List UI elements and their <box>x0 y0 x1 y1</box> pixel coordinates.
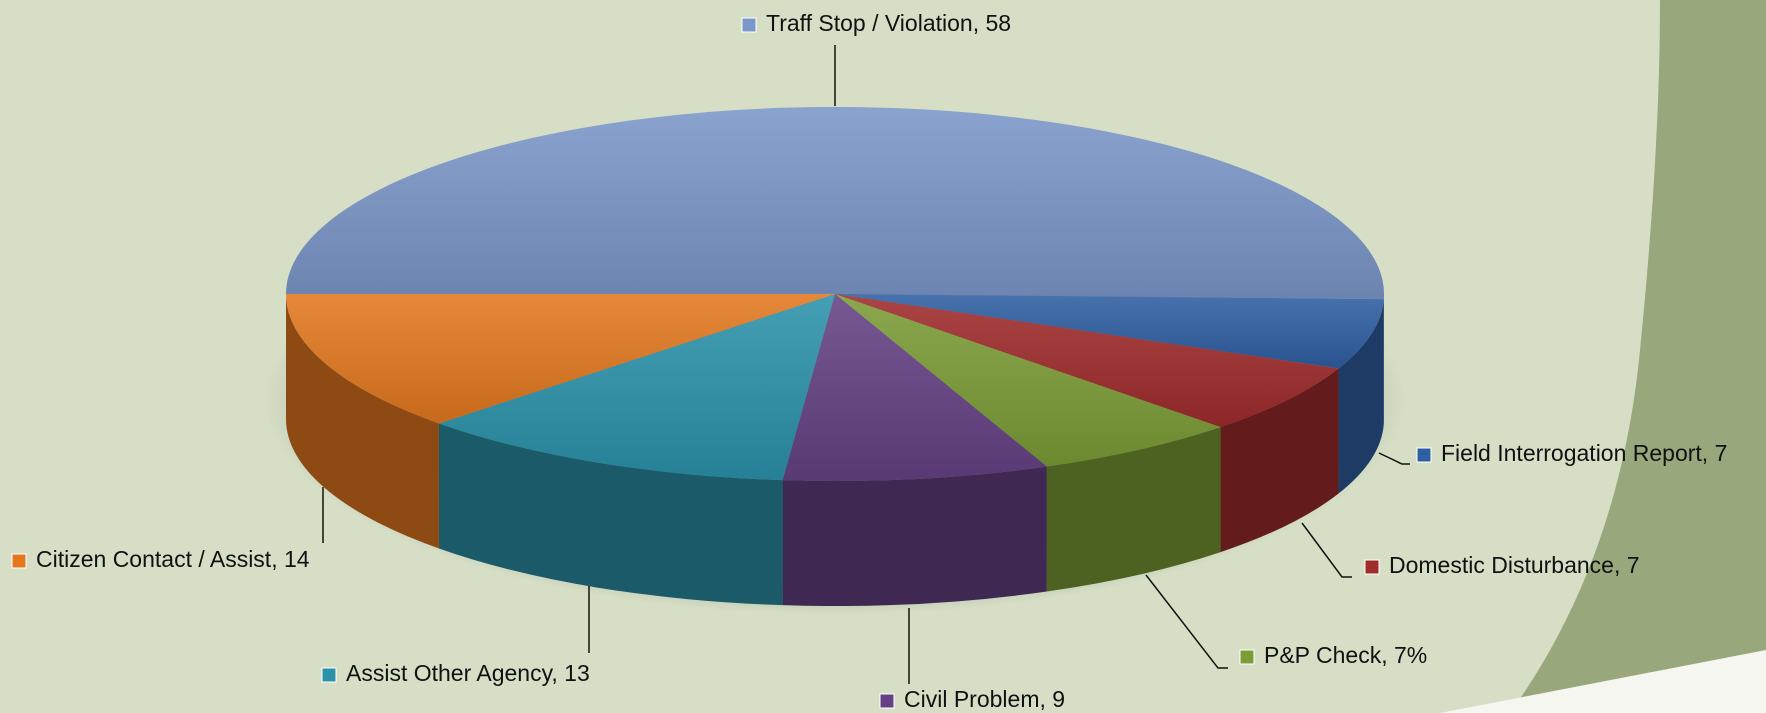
leader-line <box>1145 574 1228 669</box>
slice-sheen <box>782 294 1047 482</box>
label-marker <box>1364 559 1380 575</box>
label-marker <box>321 667 337 683</box>
label-marker <box>741 17 757 33</box>
slice-side <box>286 294 439 549</box>
leader-line <box>1301 522 1352 578</box>
data-label: P&P Check, 7% <box>1264 642 1427 668</box>
decor-band <box>1510 0 1766 713</box>
slice-sheen <box>835 294 1339 428</box>
slice-sheen <box>286 107 1384 300</box>
label-marker <box>1416 447 1432 463</box>
slice-side <box>1338 299 1384 494</box>
slice-sheen <box>438 294 835 481</box>
slice-sheen <box>835 294 1384 369</box>
label-marker <box>879 693 895 709</box>
label-marker <box>1239 649 1255 665</box>
slice-side <box>1220 368 1339 553</box>
decor-band-light <box>1440 650 1766 713</box>
label-marker <box>11 553 27 569</box>
slice-side <box>438 423 783 606</box>
leader-line <box>1378 452 1410 465</box>
data-label: Citizen Contact / Assist, 14 <box>36 546 310 572</box>
slice-side <box>782 466 1047 606</box>
slice-sheen <box>835 294 1221 467</box>
data-label: Civil Problem, 9 <box>904 686 1065 712</box>
data-label: Domestic Disturbance, 7 <box>1389 552 1640 578</box>
slice-sheen <box>286 294 835 424</box>
data-label: Field Interrogation Report, 7 <box>1441 440 1727 466</box>
data-label: Traff Stop / Violation, 58 <box>766 10 1011 36</box>
slice-side <box>1046 427 1221 592</box>
data-label: Assist Other Agency, 13 <box>346 660 590 686</box>
